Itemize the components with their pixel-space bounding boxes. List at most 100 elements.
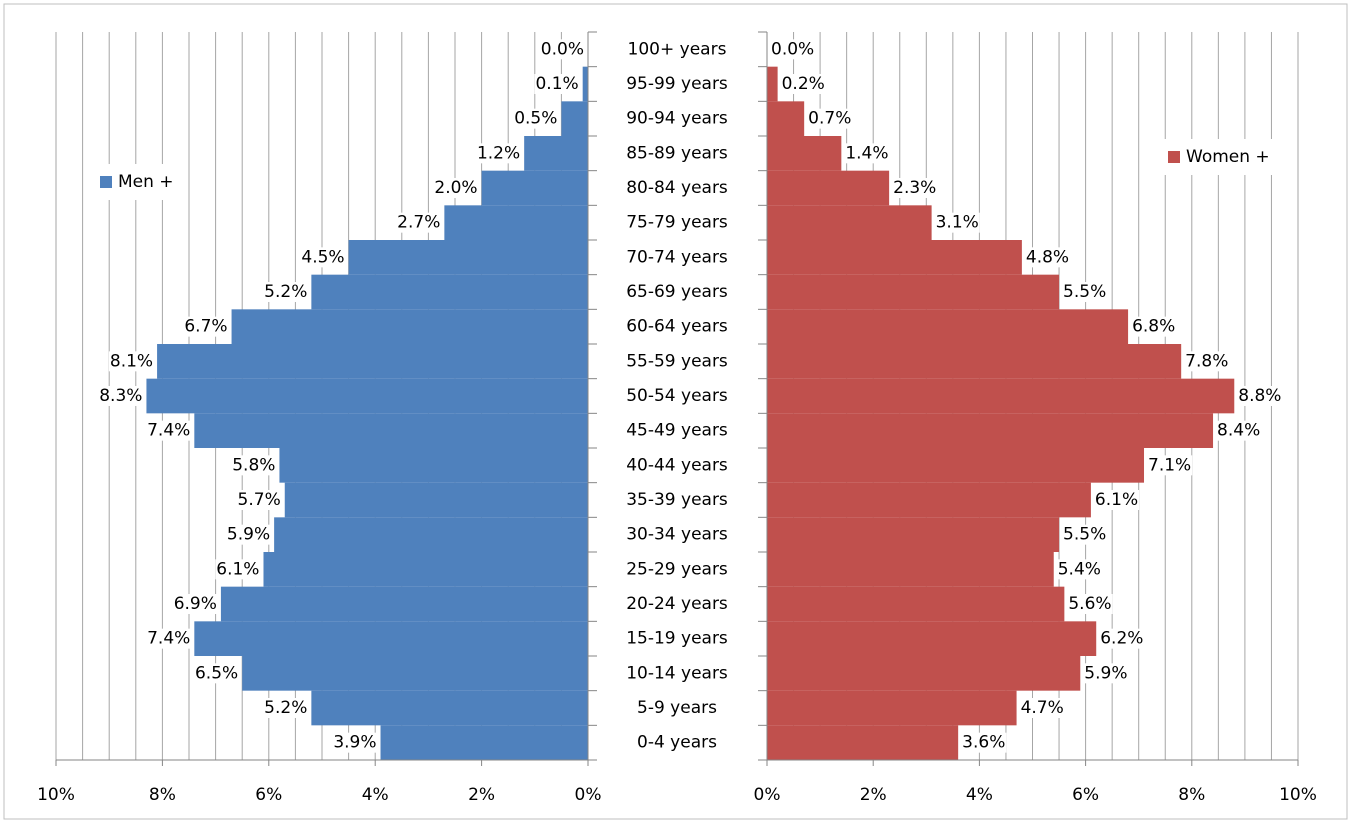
data-label-bg	[807, 108, 853, 129]
data-label-bg	[934, 212, 980, 233]
category-label: 75-79 years	[626, 213, 728, 233]
data-label: 5.5%	[1063, 525, 1106, 545]
bar	[380, 725, 588, 760]
category-label: 5-9 years	[637, 698, 717, 718]
x-tick-label: 0%	[754, 785, 781, 805]
x-tick-label: 0%	[575, 785, 602, 805]
data-label: 5.2%	[264, 698, 307, 718]
data-label: 2.7%	[397, 213, 440, 233]
bar	[767, 240, 1022, 275]
data-label-bg	[892, 178, 938, 198]
bar	[767, 309, 1129, 344]
bar	[444, 205, 588, 240]
data-label-bg	[534, 74, 580, 94]
bar	[481, 170, 588, 206]
data-label: 4.8%	[1026, 247, 1069, 267]
category-label: 10-14 years	[626, 663, 728, 683]
data-label-bg	[1019, 698, 1065, 718]
bar	[274, 517, 588, 552]
data-label: 5.9%	[1084, 663, 1127, 683]
data-label: 8.8%	[1238, 386, 1281, 406]
legend-swatch	[1168, 151, 1180, 163]
category-label: 95-99 years	[626, 74, 728, 94]
data-label: 0.0%	[541, 39, 584, 59]
bar	[157, 344, 588, 379]
data-label-bg	[961, 732, 1007, 753]
bar	[311, 274, 588, 310]
bar	[220, 586, 589, 622]
bar	[767, 413, 1214, 448]
bar	[767, 101, 805, 136]
bar	[767, 344, 1182, 379]
data-label-bg	[1024, 247, 1071, 268]
bar	[767, 66, 778, 102]
x-tick-label: 4%	[362, 785, 389, 805]
data-label-bg	[172, 594, 218, 614]
data-label: 0.5%	[514, 109, 557, 129]
data-label: 6.1%	[1095, 490, 1138, 510]
x-tick-label: 2%	[860, 785, 887, 805]
data-label-bg	[1056, 559, 1102, 580]
data-label: 0.2%	[782, 74, 825, 94]
legend-label: Women +	[1186, 147, 1270, 167]
data-label: 5.7%	[238, 490, 281, 510]
bar	[279, 448, 588, 483]
bar	[263, 552, 588, 587]
x-tick-label: 8%	[149, 785, 176, 805]
data-label: 3.6%	[962, 733, 1005, 753]
bar	[561, 101, 588, 136]
data-label: 0.1%	[535, 74, 578, 94]
data-label-bg	[513, 108, 559, 129]
data-label: 2.3%	[893, 178, 936, 198]
bar	[767, 136, 842, 171]
bar	[767, 517, 1060, 552]
data-label: 2.0%	[434, 178, 477, 198]
category-label: 25-29 years	[626, 559, 728, 579]
legend-label: Men +	[118, 172, 174, 192]
data-label: 8.4%	[1217, 421, 1260, 441]
category-label: 20-24 years	[626, 594, 728, 614]
data-label-bg	[475, 143, 522, 164]
data-label: 5.6%	[1068, 594, 1111, 614]
data-label-bg	[108, 351, 155, 372]
category-label: 35-39 years	[626, 490, 728, 510]
data-label-bg	[1099, 628, 1145, 649]
data-label-bg	[1062, 282, 1108, 302]
bar	[767, 690, 1017, 726]
bar	[767, 725, 959, 760]
category-label: 80-84 years	[626, 178, 728, 198]
data-label-bg	[1147, 455, 1193, 476]
category-label: 40-44 years	[626, 455, 728, 475]
data-label: 6.5%	[195, 663, 238, 683]
data-label-bg	[236, 490, 282, 510]
data-label-bg	[183, 316, 229, 337]
data-label-bg	[225, 524, 272, 545]
x-tick-label: 2%	[468, 785, 495, 805]
data-label-bg	[332, 732, 378, 753]
data-label-bg	[215, 559, 261, 580]
bar	[146, 378, 588, 414]
category-label: 65-69 years	[626, 282, 728, 302]
data-label-bg	[1184, 351, 1230, 372]
bar	[284, 482, 588, 518]
data-label: 1.4%	[845, 143, 888, 163]
legend-swatch	[100, 176, 112, 188]
data-label: 6.7%	[184, 317, 227, 337]
category-label: 90-94 years	[626, 109, 728, 129]
data-label-bg	[770, 39, 816, 60]
x-tick-label: 8%	[1178, 785, 1205, 805]
bar	[767, 274, 1060, 310]
data-label-bg	[433, 178, 479, 198]
data-label-bg	[1237, 386, 1283, 406]
category-label: 60-64 years	[626, 317, 728, 337]
category-label: 0-4 years	[637, 733, 717, 753]
data-label-bg	[1067, 594, 1113, 614]
data-label: 5.8%	[232, 455, 275, 475]
data-label: 7.1%	[1148, 455, 1191, 475]
data-label: 3.1%	[936, 213, 979, 233]
data-label: 6.9%	[174, 594, 217, 614]
data-label-bg	[1093, 490, 1140, 510]
data-label: 4.5%	[301, 247, 344, 267]
data-label-bg	[1062, 524, 1108, 545]
